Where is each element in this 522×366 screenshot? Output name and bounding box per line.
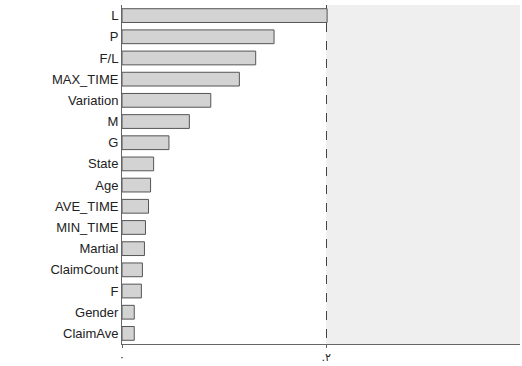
svg-text:Gender: Gender — [75, 305, 119, 320]
svg-text:AVE_TIME: AVE_TIME — [55, 199, 119, 214]
svg-text:P: P — [110, 29, 119, 44]
svg-text:State: State — [88, 156, 118, 171]
svg-text:MAX_TIME: MAX_TIME — [52, 72, 119, 87]
svg-text:۰: ۰ — [119, 351, 125, 364]
svg-text:.۲: .۲ — [321, 351, 330, 364]
svg-text:MIN_TIME: MIN_TIME — [56, 220, 118, 235]
svg-text:ClaimAve: ClaimAve — [63, 326, 118, 341]
svg-text:Variation: Variation — [68, 93, 118, 108]
svg-text:M: M — [108, 114, 119, 129]
svg-text:F/L: F/L — [100, 51, 119, 66]
svg-text:Martial: Martial — [79, 241, 118, 256]
svg-text:G: G — [108, 135, 118, 150]
svg-text:Age: Age — [95, 178, 118, 193]
svg-text:F: F — [110, 284, 118, 299]
svg-text:L: L — [111, 8, 118, 23]
svg-text:ClaimCount: ClaimCount — [50, 262, 118, 277]
